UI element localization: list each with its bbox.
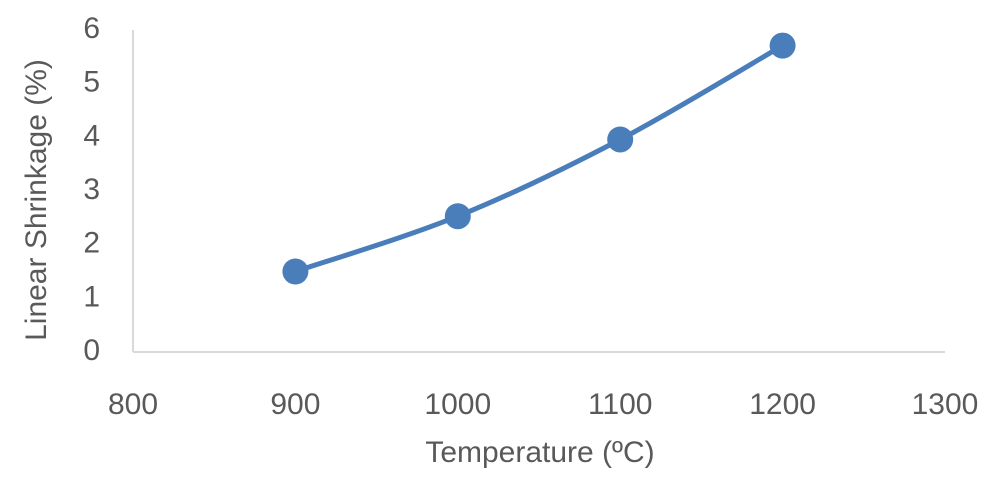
y-tick-label: 3 [83, 173, 100, 206]
y-tick-label: 2 [83, 227, 100, 260]
marker [607, 126, 634, 153]
x-axis-title: Temperature (ºC) [425, 436, 654, 469]
y-axis-title: Linear Shrinkage (%) [20, 59, 53, 341]
y-tick-label: 1 [83, 280, 100, 313]
y-tick-label: 6 [83, 12, 100, 45]
y-tick-label: 5 [83, 66, 100, 99]
x-tick-label: 1100 [588, 388, 653, 421]
y-tick-label: 0 [83, 334, 100, 367]
marker [282, 258, 309, 285]
y-tick-label: 4 [83, 119, 100, 152]
x-tick-label: 1200 [749, 388, 816, 421]
marker [444, 203, 471, 230]
line [294, 43, 784, 274]
x-tick-label: 900 [270, 388, 320, 421]
x-tick-label: 800 [108, 388, 158, 421]
x-tick-label: 1000 [424, 388, 491, 421]
x-tick-label: 1300 [912, 388, 979, 421]
marker [769, 32, 796, 59]
